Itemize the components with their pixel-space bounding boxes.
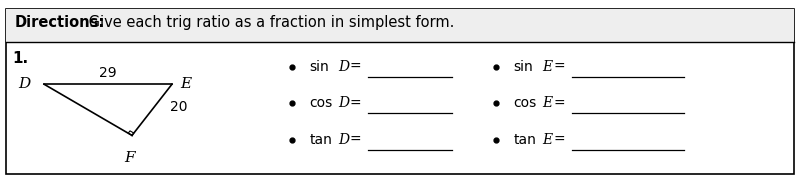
Text: =: =	[350, 60, 362, 74]
Text: =: =	[350, 96, 362, 110]
Text: 1.: 1.	[13, 51, 29, 66]
Text: tan: tan	[310, 133, 333, 147]
Text: D: D	[338, 133, 350, 147]
Text: Directions:: Directions:	[14, 15, 105, 30]
Text: Give each trig ratio as a fraction in simplest form.: Give each trig ratio as a fraction in si…	[84, 15, 454, 30]
Text: =: =	[554, 60, 566, 74]
Text: D: D	[18, 77, 30, 91]
Bar	[6, 9, 794, 42]
Text: tan: tan	[514, 133, 537, 147]
Text: =: =	[554, 133, 566, 147]
Text: D: D	[338, 60, 350, 74]
Text: E: E	[542, 60, 553, 74]
Text: cos: cos	[514, 96, 537, 110]
Text: F: F	[124, 151, 135, 165]
Text: sin: sin	[514, 60, 534, 74]
Text: =: =	[350, 133, 362, 147]
Text: =: =	[554, 96, 566, 110]
Text: D: D	[338, 96, 350, 110]
Text: cos: cos	[310, 96, 333, 110]
Text: 20: 20	[170, 100, 188, 114]
Text: E: E	[180, 77, 191, 91]
Text: 29: 29	[99, 66, 117, 80]
Text: E: E	[542, 133, 553, 147]
Text: sin: sin	[310, 60, 330, 74]
Text: E: E	[542, 96, 553, 110]
